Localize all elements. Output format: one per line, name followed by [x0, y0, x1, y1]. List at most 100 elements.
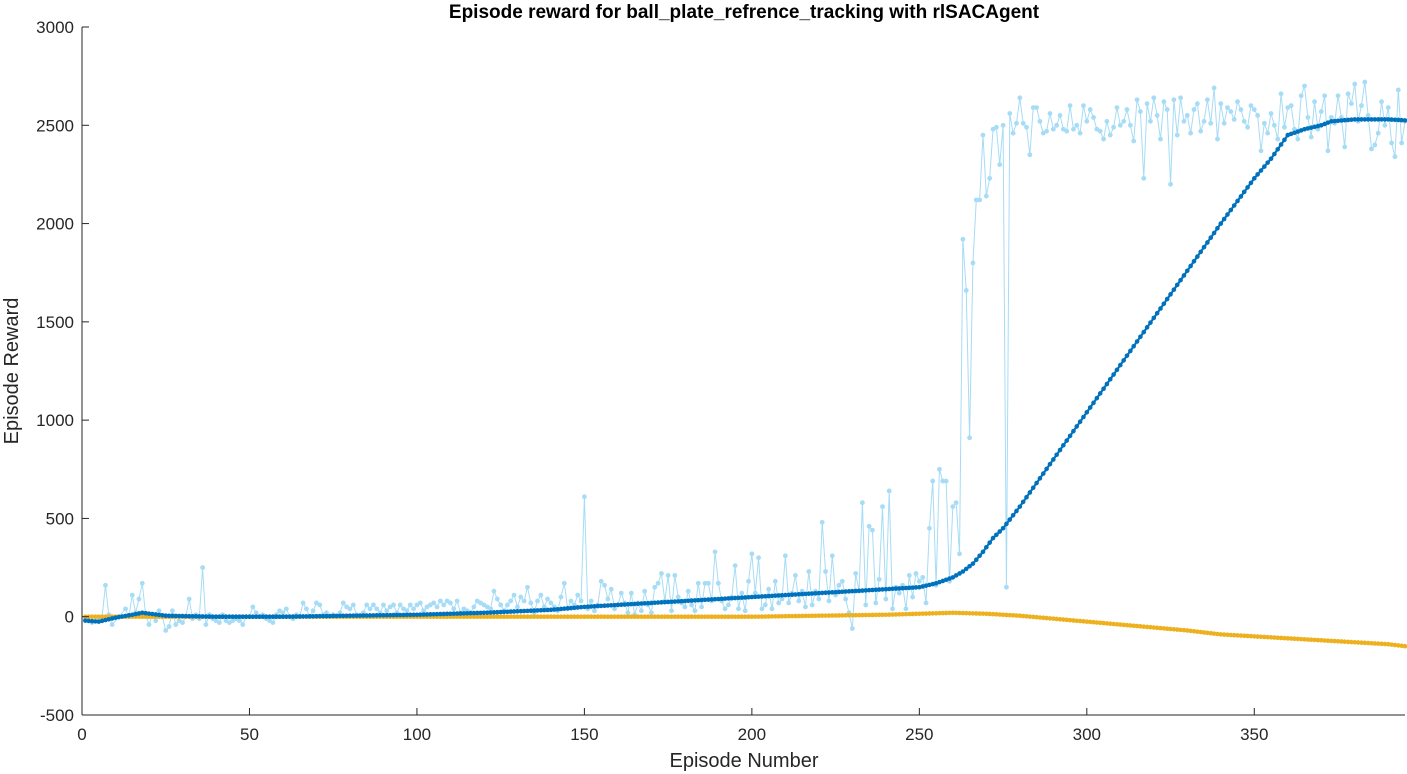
q0-point — [1101, 620, 1106, 626]
q0-point — [515, 614, 520, 620]
average-point — [635, 601, 641, 607]
average-point — [1362, 117, 1368, 122]
average-point — [816, 590, 822, 596]
q0-point — [508, 614, 514, 620]
q0-point — [1124, 622, 1130, 628]
episode-point — [957, 551, 962, 557]
q0-point — [481, 614, 487, 620]
average-point — [568, 605, 574, 611]
episode-point — [240, 622, 246, 627]
q0-point — [655, 614, 661, 620]
q0-point — [1285, 636, 1291, 641]
average-point — [1231, 203, 1237, 208]
q0-point — [505, 614, 510, 620]
average-point — [850, 588, 855, 594]
episode-point — [1017, 95, 1023, 101]
episode-point — [916, 578, 922, 584]
episode-point — [1071, 126, 1076, 132]
episode-point — [324, 610, 329, 616]
q0-point — [548, 614, 554, 620]
average-point — [484, 610, 490, 615]
average-point — [508, 609, 514, 614]
average-point — [1174, 282, 1180, 288]
average-point — [1044, 466, 1049, 472]
x-axis-title: Episode Number — [670, 750, 819, 772]
average-point — [1349, 117, 1354, 122]
average-point — [434, 611, 440, 617]
q0-point — [568, 614, 574, 620]
q0-point — [1074, 618, 1080, 624]
q0-point — [612, 614, 617, 620]
episode-point — [1248, 103, 1254, 109]
average-point — [625, 602, 631, 607]
q0-point — [1218, 632, 1224, 637]
episode-point — [471, 604, 477, 610]
average-point — [1382, 117, 1388, 122]
average-point — [987, 540, 992, 545]
episode-point — [545, 596, 550, 602]
episode-point — [1369, 146, 1374, 152]
episode-point — [722, 606, 728, 612]
average-point — [521, 608, 527, 614]
episode-point — [166, 624, 172, 629]
q0-point — [840, 613, 845, 618]
q0-point — [1355, 640, 1361, 645]
episode-point — [1111, 124, 1117, 130]
average-point — [233, 614, 239, 620]
average-point — [347, 613, 353, 619]
episode-point — [163, 628, 169, 633]
average-point — [1084, 409, 1090, 415]
episode-point — [538, 592, 544, 598]
episode-point — [742, 608, 748, 614]
average-point — [1359, 117, 1364, 122]
q0-point — [652, 614, 658, 620]
q0-point — [1030, 614, 1036, 620]
average-point — [1104, 381, 1110, 387]
episode-point — [1178, 95, 1183, 101]
q0-point — [729, 614, 735, 620]
average-point — [1208, 235, 1214, 241]
q0-point — [1171, 626, 1177, 632]
episode-point — [876, 576, 882, 582]
average-point — [1124, 353, 1130, 358]
q0-point — [1322, 638, 1327, 643]
average-point — [424, 612, 430, 617]
q0-point — [528, 614, 534, 620]
y-tick-label: 2000 — [36, 215, 74, 234]
episode-point — [1278, 91, 1284, 97]
q0-point — [1385, 641, 1391, 647]
average-point — [1372, 117, 1378, 122]
episode-point — [796, 598, 802, 604]
episode-point — [582, 494, 587, 500]
average-point — [702, 597, 708, 603]
q0-point — [1255, 634, 1260, 639]
episode-point — [1255, 113, 1261, 118]
episode-point — [1030, 105, 1036, 110]
average-point — [903, 585, 909, 591]
q0-point — [642, 614, 647, 620]
average-point — [391, 612, 396, 618]
q0-point — [1332, 638, 1337, 644]
q0-point — [1278, 635, 1284, 641]
average-point — [870, 587, 875, 593]
episode-point — [1335, 93, 1341, 99]
episode-point — [441, 602, 447, 608]
q0-point — [813, 613, 818, 619]
average-point — [1392, 117, 1398, 123]
average-point — [1245, 185, 1250, 190]
q0-point — [1318, 638, 1324, 643]
episode-point — [498, 602, 504, 608]
q0-point — [1365, 640, 1371, 646]
episode-point — [705, 580, 711, 586]
q0-point — [836, 613, 842, 618]
average-point — [200, 614, 205, 619]
q0-point — [1154, 625, 1160, 631]
average-point — [217, 614, 222, 620]
average-point — [997, 529, 1003, 534]
average-point — [468, 610, 473, 616]
episode-point — [776, 600, 782, 606]
average-point — [414, 612, 420, 618]
episode-point — [970, 260, 976, 266]
average-point — [213, 614, 219, 620]
